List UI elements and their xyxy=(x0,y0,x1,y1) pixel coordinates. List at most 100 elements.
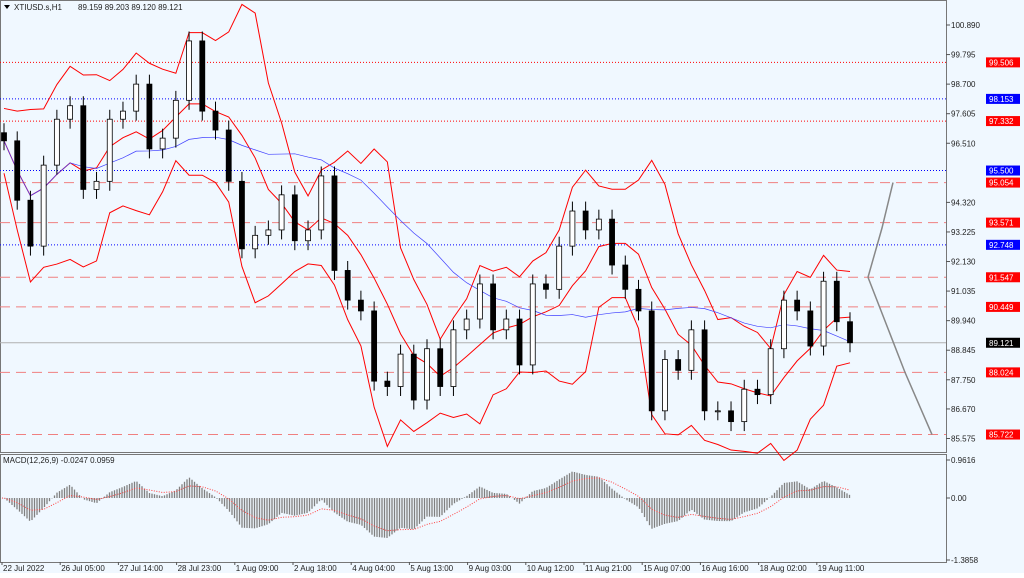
candle-body xyxy=(450,329,457,387)
time-tick-label: 11 Aug 21:00 xyxy=(585,564,632,573)
price-level-label: 95.500 xyxy=(989,167,1014,176)
candle-body xyxy=(53,118,60,166)
candles xyxy=(1,31,853,432)
price-level-label: 99.506 xyxy=(989,58,1014,67)
price-tick-label: 100.890 xyxy=(951,21,980,30)
price-level-tag xyxy=(986,429,1020,440)
ohlc-values: 89.159 89.203 89.120 89.121 xyxy=(78,3,183,12)
candle-body xyxy=(133,83,140,112)
price-tick-label: 92.130 xyxy=(951,258,976,267)
price-tick-label: 85.575 xyxy=(951,435,976,444)
macd-tick-label: 0.00 xyxy=(951,494,967,503)
candle-body xyxy=(225,129,232,182)
candle-body xyxy=(595,218,602,231)
candle-body xyxy=(807,310,814,347)
candle-body xyxy=(14,140,21,201)
candle-body xyxy=(120,110,126,120)
candle-body xyxy=(305,229,311,242)
time-tick-label: 15 Aug 07:00 xyxy=(643,564,691,573)
price-tick-label: 93.225 xyxy=(951,228,976,237)
candle-body xyxy=(146,83,153,150)
price-levels xyxy=(0,61,946,436)
candle-body xyxy=(358,299,364,312)
candle-body xyxy=(463,318,470,331)
price-level-tag xyxy=(986,165,1020,176)
candle-body xyxy=(781,299,787,350)
moving-average xyxy=(3,136,851,343)
candle-body xyxy=(371,310,378,382)
candle-body xyxy=(437,348,444,387)
candle-body xyxy=(662,359,668,412)
candle-body xyxy=(67,105,73,120)
candle-body xyxy=(728,410,734,423)
macd-pane-border xyxy=(0,454,947,563)
candle-body xyxy=(424,348,430,401)
candle-body xyxy=(529,283,536,366)
candle-body xyxy=(569,210,576,247)
time-tick-label: 27 Jul 14:00 xyxy=(119,564,163,573)
candle-body xyxy=(476,283,483,320)
price-level-label: 85.722 xyxy=(989,431,1014,440)
candle-body xyxy=(675,359,682,371)
collapse-triangle-icon[interactable] xyxy=(4,5,10,9)
time-tick-label: 9 Aug 03:00 xyxy=(469,564,512,573)
price-tick-label: 91.035 xyxy=(951,287,976,296)
price-level-tag xyxy=(986,301,1020,312)
price-level-tag xyxy=(986,272,1020,283)
candle-body xyxy=(622,264,629,290)
price-level-tag xyxy=(986,337,1020,348)
candle-body xyxy=(291,194,298,242)
candle-body xyxy=(820,280,827,347)
candle-body xyxy=(490,283,496,331)
candle-body xyxy=(754,388,761,396)
price-tick-label: 97.605 xyxy=(951,110,976,119)
main-pane-border xyxy=(0,0,947,453)
macd-signal-line xyxy=(1,477,850,532)
time-tick-label: 28 Jul 23:00 xyxy=(178,564,222,573)
candle-body xyxy=(80,105,87,190)
candle-body xyxy=(331,175,338,271)
price-level-label: 98.153 xyxy=(989,95,1014,104)
candle-body xyxy=(265,229,272,236)
time-axis: 22 Jul 2022 26 Jul 05:00 27 Jul 14:00 28 Ju… xyxy=(1,562,865,573)
time-tick-label: 26 Jul 05:00 xyxy=(61,564,105,573)
price-level-label: 95.054 xyxy=(989,179,1014,188)
candle-body xyxy=(40,164,47,247)
candle-body xyxy=(212,110,219,131)
macd-tick-label: 0.9616 xyxy=(951,456,976,465)
candle-body xyxy=(344,270,351,301)
time-tick-label: 4 Aug 04:00 xyxy=(352,564,395,573)
price-tick-label: 88.845 xyxy=(951,346,976,355)
price-level-label: 89.121 xyxy=(989,339,1014,348)
forecast-arrows xyxy=(867,182,933,435)
forecast-arrow-down xyxy=(867,276,933,435)
price-tick-label: 94.320 xyxy=(951,198,976,207)
bollinger-lower xyxy=(3,159,851,462)
price-level-tag xyxy=(986,239,1020,250)
time-tick-label: 5 Aug 13:00 xyxy=(410,564,453,573)
time-tick-label: 1 Aug 09:00 xyxy=(236,564,279,573)
price-level-label: 93.571 xyxy=(989,219,1014,228)
candle-body xyxy=(278,194,285,231)
macd-indicator xyxy=(1,471,851,538)
candle-body xyxy=(635,288,642,312)
price-level-label: 92.748 xyxy=(989,241,1014,250)
price-level-label: 97.332 xyxy=(989,117,1014,126)
candle-body xyxy=(543,283,549,290)
candle-body xyxy=(648,310,655,412)
candle-body xyxy=(833,280,840,323)
price-tick-label: 89.940 xyxy=(951,317,976,326)
candle-body xyxy=(767,348,774,396)
bollinger-upper xyxy=(3,3,851,350)
candle-body xyxy=(1,132,7,142)
price-tick-label: 98.700 xyxy=(951,80,976,89)
symbol-title: XTIUSD.s,H1 xyxy=(14,3,63,12)
candle-body xyxy=(106,118,113,182)
candle-body xyxy=(159,137,166,150)
candle-body xyxy=(252,234,259,250)
price-tick-label: 99.795 xyxy=(951,51,976,60)
price-level-tag xyxy=(986,217,1020,228)
macd-title: MACD(12,26,9) -0.0247 0.0959 xyxy=(3,456,115,465)
